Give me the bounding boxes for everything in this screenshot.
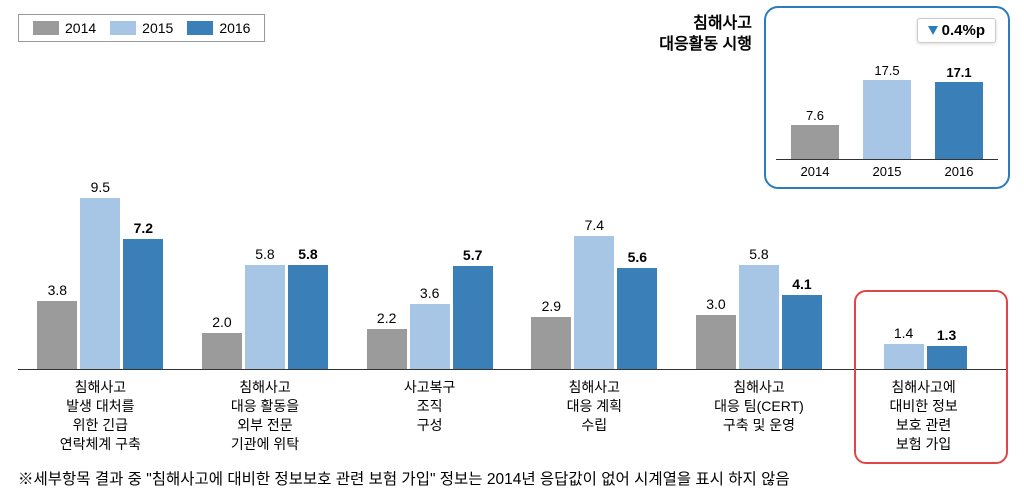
bar-value-label: 2.9 [542, 298, 561, 314]
bar-wrap: 5.8 [288, 246, 328, 369]
bar-value-label: 3.6 [420, 285, 439, 301]
x-axis-label: 침해사고대응 활동을외부 전문기관에 위탁 [190, 378, 340, 454]
bar-value-label: 3.0 [706, 296, 725, 312]
bar-group: 2.2 3.6 5.7 [355, 247, 505, 369]
legend-label-2014: 2014 [65, 20, 96, 36]
legend: 2014 2015 2016 [18, 14, 265, 42]
bar-value-label: 3.8 [48, 282, 67, 298]
bar-wrap: 2.9 [531, 298, 571, 369]
mini-bar-value-label: 17.5 [874, 63, 899, 78]
bar [245, 265, 285, 369]
bar [453, 266, 493, 369]
x-axis-label: 침해사고대응 계획수립 [519, 378, 669, 454]
bar [617, 268, 657, 369]
footnote: ※세부항목 결과 중 "침해사고에 대비한 정보보호 관련 보험 가입" 정보는… [18, 467, 790, 489]
mini-bar-group: 17.5 [858, 63, 916, 159]
mini-bar-group: 7.6 [786, 108, 844, 159]
bar [202, 333, 242, 369]
bar [531, 317, 571, 369]
legend-swatch-2014 [33, 21, 59, 35]
bar-value-label: 5.6 [628, 249, 647, 265]
bar-value-label: 7.4 [585, 217, 604, 233]
x-axis-label: 침해사고대응 팀(CERT)구축 및 운영 [684, 378, 834, 454]
bar-value-label: 2.2 [377, 310, 396, 326]
bar [782, 295, 822, 369]
mini-bar [791, 125, 839, 159]
bar-wrap: 5.8 [245, 246, 285, 369]
legend-item-2016: 2016 [187, 20, 250, 36]
delta-value: 0.4%p [942, 22, 985, 39]
bar-wrap: 9.5 [80, 179, 120, 369]
bar-value-label: 7.2 [134, 220, 153, 236]
bar-wrap: 5.6 [617, 249, 657, 369]
bar-wrap: 3.6 [410, 285, 450, 369]
mini-bar [935, 82, 983, 159]
callout-title-line1: 침해사고 [659, 14, 752, 35]
bar-value-label: 5.7 [463, 247, 482, 263]
highlight-box [854, 290, 1008, 464]
bar-wrap: 5.7 [453, 247, 493, 369]
bar-wrap: 7.4 [574, 217, 614, 369]
bar-wrap: 5.8 [739, 246, 779, 369]
bar-wrap: 3.0 [696, 296, 736, 369]
legend-label-2015: 2015 [142, 20, 173, 36]
bar [367, 329, 407, 369]
bar [80, 198, 120, 369]
bar-value-label: 4.1 [792, 276, 811, 292]
bar-group: 3.0 5.8 4.1 [684, 246, 834, 369]
bar [739, 265, 779, 369]
bar-value-label: 5.8 [255, 246, 274, 262]
legend-item-2014: 2014 [33, 20, 96, 36]
bar [37, 301, 77, 369]
bar [288, 265, 328, 369]
x-axis-label: 침해사고발생 대처를위한 긴급연락체계 구축 [25, 378, 175, 454]
bar-value-label: 2.0 [212, 314, 231, 330]
bar-group: 2.9 7.4 5.6 [519, 217, 669, 369]
bar-value-label: 9.5 [91, 179, 110, 195]
bar-wrap: 4.1 [782, 276, 822, 369]
bar-wrap: 7.2 [123, 220, 163, 369]
bar [696, 315, 736, 369]
legend-item-2015: 2015 [110, 20, 173, 36]
bar [410, 304, 450, 369]
mini-bar-value-label: 7.6 [806, 108, 824, 123]
bar-wrap: 2.0 [202, 314, 242, 369]
mini-chart: 7.6 17.5 17.1 [776, 50, 998, 160]
mini-bar-group: 17.1 [930, 65, 988, 159]
bar [123, 239, 163, 369]
delta-badge: 0.4%p [917, 18, 996, 43]
legend-label-2016: 2016 [219, 20, 250, 36]
x-axis-label: 사고복구조직구성 [355, 378, 505, 454]
legend-swatch-2015 [110, 21, 136, 35]
arrow-down-icon [928, 26, 938, 35]
bar-group: 2.0 5.8 5.8 [190, 246, 340, 369]
bar-value-label: 5.8 [298, 246, 317, 262]
bar-group: 3.8 9.5 7.2 [25, 179, 175, 369]
callout-title: 침해사고 대응활동 시행 [659, 14, 752, 56]
bar [574, 236, 614, 369]
bar-value-label: 5.8 [749, 246, 768, 262]
callout-title-line2: 대응활동 시행 [659, 35, 752, 56]
bar-wrap: 3.8 [37, 282, 77, 369]
bar-wrap: 2.2 [367, 310, 407, 369]
mini-bar [863, 80, 911, 159]
legend-swatch-2016 [187, 21, 213, 35]
mini-bar-value-label: 17.1 [946, 65, 971, 80]
